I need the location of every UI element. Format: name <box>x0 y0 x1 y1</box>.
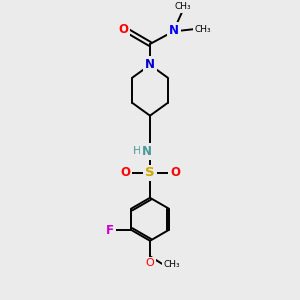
Text: O: O <box>146 259 154 269</box>
Text: O: O <box>118 22 128 36</box>
Text: CH₃: CH₃ <box>164 260 180 269</box>
Text: F: F <box>106 224 114 236</box>
Text: N: N <box>169 24 179 37</box>
Text: O: O <box>170 167 180 179</box>
Text: N: N <box>141 145 152 158</box>
Text: S: S <box>145 167 155 179</box>
Text: N: N <box>145 58 155 71</box>
Text: O: O <box>120 167 130 179</box>
Text: CH₃: CH₃ <box>175 2 191 11</box>
Text: CH₃: CH₃ <box>195 25 212 34</box>
Text: H: H <box>133 146 142 157</box>
